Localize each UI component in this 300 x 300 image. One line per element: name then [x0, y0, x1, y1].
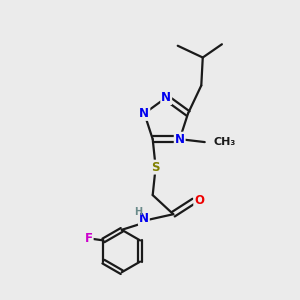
Text: S: S — [152, 160, 160, 174]
Text: N: N — [175, 133, 185, 146]
Text: N: N — [139, 212, 149, 225]
Text: F: F — [85, 232, 93, 245]
Text: CH₃: CH₃ — [214, 137, 236, 147]
Text: H: H — [134, 207, 142, 217]
Text: N: N — [161, 91, 171, 104]
Text: N: N — [140, 107, 149, 120]
Text: O: O — [194, 194, 204, 208]
